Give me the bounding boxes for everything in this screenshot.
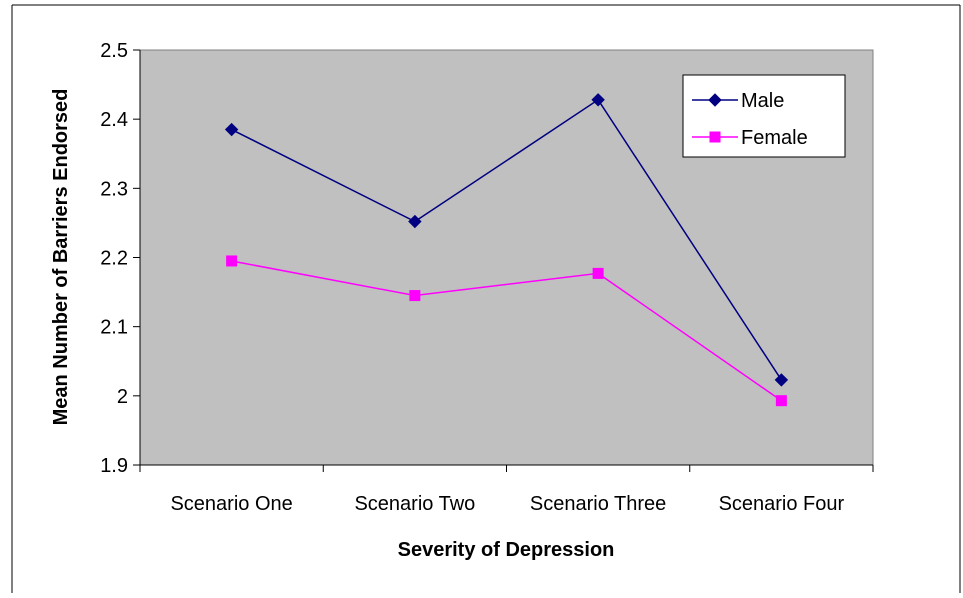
data-point-male (408, 214, 422, 229)
series-line-male (231, 98, 783, 381)
x-tick-label: Scenario Four (719, 493, 845, 515)
x-tick-label: Scenario Three (530, 493, 666, 515)
axes: 1.9 2 2.1 2.2 2.3 2.4 2.5 Scenario One Scenario … (100, 40, 874, 515)
legend-marker-female (709, 131, 721, 143)
x-tick-label: Scenario Two (354, 493, 475, 515)
data-point-female (775, 395, 787, 407)
y-tick-label: 1.9 (100, 455, 128, 477)
data-point-male (591, 93, 605, 107)
data-point-female (592, 267, 604, 279)
data-point-female (409, 290, 421, 302)
data-point-male (224, 122, 239, 137)
legend-box (682, 74, 846, 158)
data-point-female (226, 255, 238, 267)
x-tick-label: Scenario One (170, 493, 292, 515)
legend-label-male: Male (741, 90, 784, 112)
series-line-female (231, 260, 782, 402)
data-point-male (774, 373, 789, 387)
y-tick-label: 2.2 (100, 248, 128, 270)
legend-marker-male (708, 93, 722, 107)
y-tick-label: 2.1 (100, 317, 128, 339)
series-layer (224, 93, 789, 407)
y-axis-title: Mean Number of Barriers Endorsed (50, 89, 72, 426)
y-tick-label: 2.3 (100, 178, 128, 200)
y-tick-label: 2.5 (100, 40, 128, 62)
x-axis-title: Severity of Depression (398, 539, 615, 561)
legend-label-female: Female (741, 127, 808, 149)
y-tick-label: 2 (117, 386, 128, 408)
legend: Male Female (682, 74, 846, 158)
y-tick-label: 2.4 (100, 109, 128, 131)
